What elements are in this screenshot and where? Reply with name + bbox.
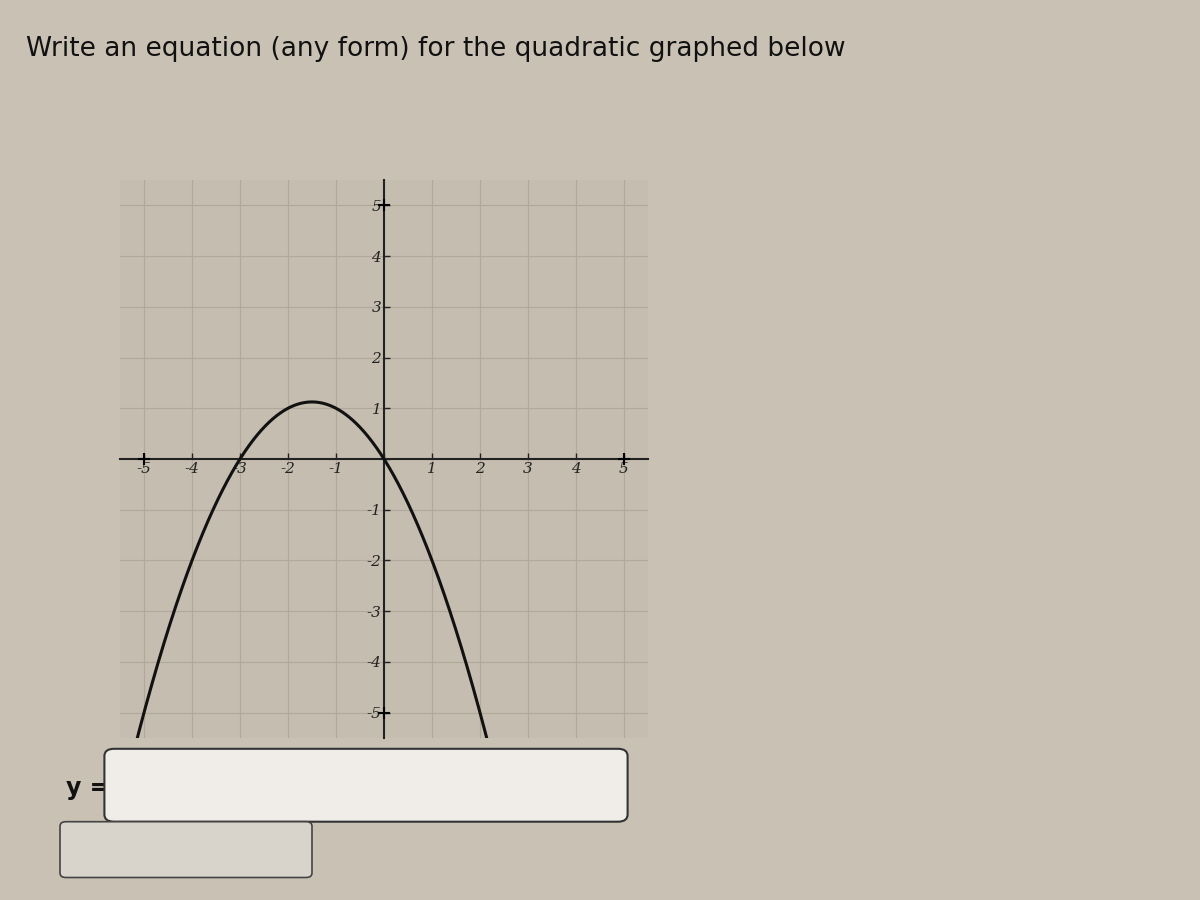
- Text: Check Answer: Check Answer: [80, 840, 235, 860]
- Text: y =: y =: [66, 776, 109, 799]
- Text: Write an equation (any form) for the quadratic graphed below: Write an equation (any form) for the qua…: [26, 36, 846, 62]
